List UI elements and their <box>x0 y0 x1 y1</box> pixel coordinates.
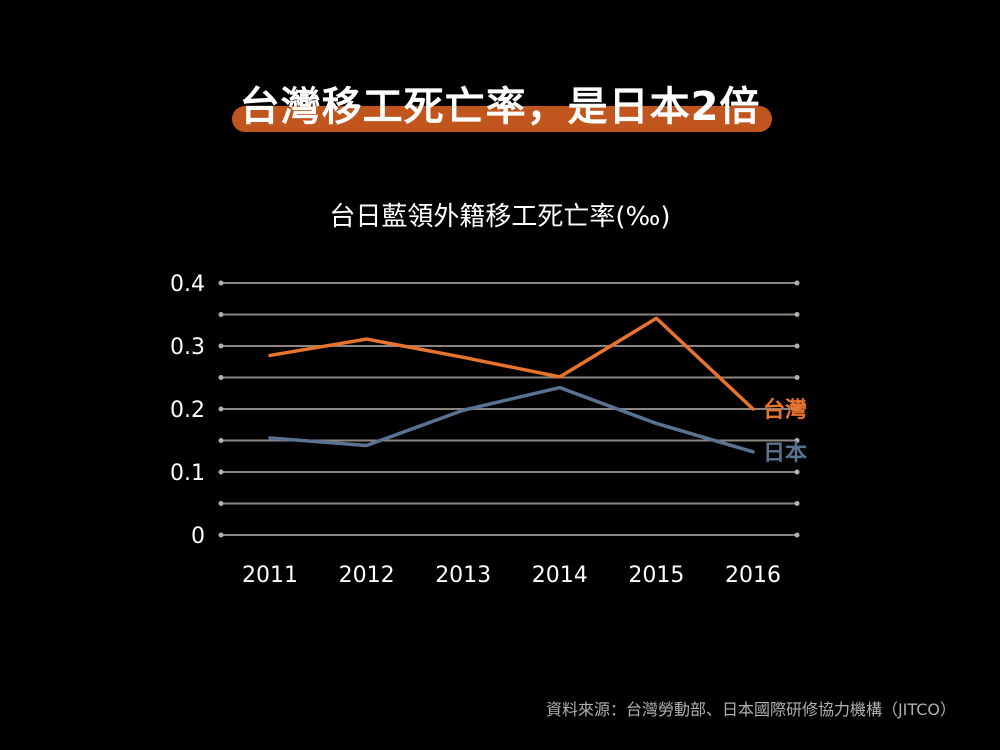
series-label-0: 台灣 <box>763 397 807 423</box>
gridline-end-dot <box>794 406 800 412</box>
x-tick-label: 2011 <box>242 563 298 588</box>
y-tick-label: 0.2 <box>170 398 205 423</box>
gridline-end-dot <box>794 312 800 317</box>
gridline-end-dot <box>218 312 224 317</box>
y-tick-label: 0.3 <box>170 335 205 360</box>
chart-title: 台日藍領外籍移工死亡率(‰) <box>329 202 671 232</box>
gridline-end-dot <box>794 343 800 349</box>
source-note: 資料來源：台灣勞動部、日本國際研修協力機構（JITCO） <box>545 700 956 719</box>
x-tick-label: 2013 <box>435 563 491 588</box>
gridline-end-dot <box>794 469 800 475</box>
x-tick-label: 2014 <box>532 563 588 588</box>
headline-highlight-bar <box>232 106 772 132</box>
series-line-1 <box>268 385 755 454</box>
gridline-end-dot <box>218 375 224 380</box>
gridline-end-dot <box>794 532 800 538</box>
gridline-end-dot <box>218 469 224 475</box>
gridline-end-dot <box>218 343 224 349</box>
gridline-end-dot <box>218 406 224 412</box>
headline-group: 台灣移工死亡率，是日本2倍 <box>0 60 1000 140</box>
y-tick-label: 0.1 <box>170 461 205 486</box>
gridline-end-dot <box>794 375 800 380</box>
x-tick-label: 2016 <box>725 563 781 588</box>
x-tick-label: 2015 <box>628 563 684 588</box>
y-tick-label: 0 <box>191 524 205 549</box>
gridline-end-dot <box>218 532 224 538</box>
gridline-end-dot <box>218 501 224 506</box>
y-tick-label: 0.4 <box>170 272 205 297</box>
series-label-1: 日本 <box>763 441 807 466</box>
series-line-0 <box>268 316 755 411</box>
gridline-end-dot <box>794 438 800 443</box>
x-tick-label: 2012 <box>339 563 395 588</box>
gridline-end-dot <box>218 438 224 443</box>
gridline-end-dot <box>794 501 800 506</box>
gridline-end-dot <box>218 280 224 286</box>
gridline-end-dot <box>794 280 800 286</box>
headline: 台灣移工死亡率，是日本2倍 <box>239 84 761 130</box>
